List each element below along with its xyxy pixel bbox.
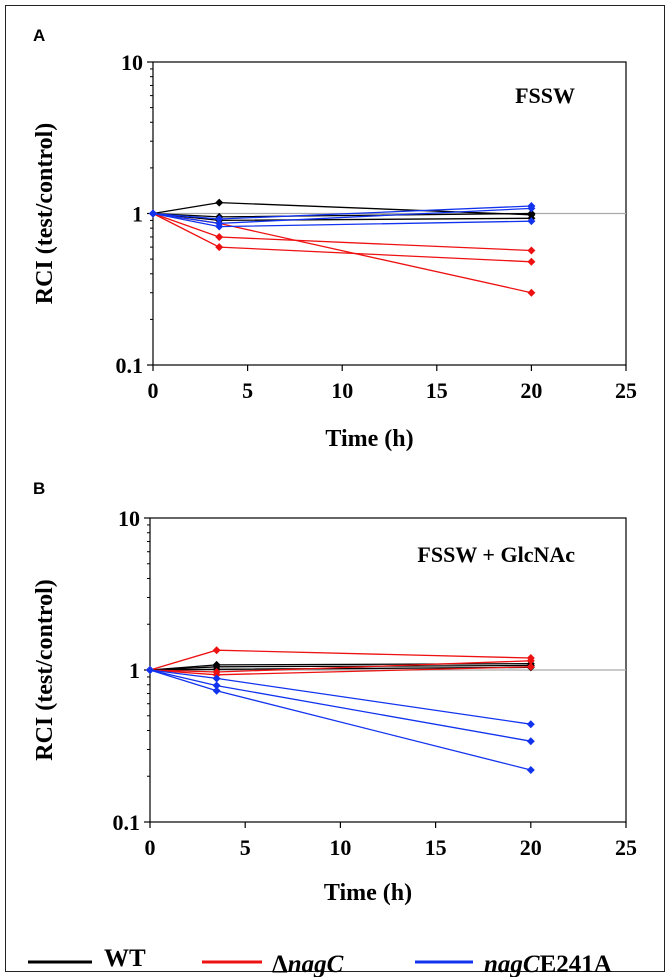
figure-frame (5, 5, 665, 972)
panel-b-series-line-nagC_E241A (149, 669, 531, 742)
panel-b-data-point-nagC_E241A (212, 681, 221, 690)
panel-a-y-axis-title: RCI (test/control) (32, 123, 58, 305)
panel-a-x-tick-label: 5 (242, 378, 253, 403)
panel-b-series-line-nagC_E241A (149, 669, 531, 725)
panel-a-data-point-nagC_E241A (215, 222, 224, 231)
panel-a-data-point-nagC_E241A (215, 214, 224, 223)
panel-a-letter: A (33, 26, 45, 45)
panel-a-x-tick-label: 0 (148, 378, 159, 403)
panel-a-data-point-WT (215, 198, 224, 207)
panel-a-data-point-nagC_E241A (527, 217, 536, 226)
legend-label-WT: WT (104, 945, 146, 972)
panel-a-data-point-WT (527, 209, 536, 218)
panel-b-x-tick-label: 5 (240, 835, 251, 860)
panel-a-x-tick-label: 15 (426, 378, 448, 403)
panel-b-x-tick-label: 15 (425, 835, 447, 860)
panel-b-data-point-nagC_E241A (146, 666, 154, 674)
panel-b-condition-label: FSSW + GlcNAc (417, 542, 575, 567)
panel-b-x-tick-label: 20 (520, 835, 542, 860)
panel-a-data-point-nagC_deletion (527, 246, 536, 255)
panel-a-x-axis-title: Time (h) (325, 426, 413, 452)
panel-a-y-tick-label: 1 (132, 202, 143, 227)
panel-a-data-point-nagC_E241A (527, 204, 536, 213)
panel-b-data-point-nagC_E241A (526, 737, 535, 746)
panel-a-y-tick-label: 10 (121, 50, 143, 75)
panel-b-y-tick-label: 10 (118, 506, 140, 531)
panel-a-x-tick-label: 10 (331, 378, 353, 403)
panel-b-data-point-nagC_deletion (526, 662, 535, 671)
panel-a-y-tick-label: 0.1 (116, 353, 144, 378)
panel-a-series-line-nagC_deletion (152, 212, 532, 263)
panel-a-x-tick-label: 25 (615, 378, 637, 403)
panel-b-data-point-nagC_E241A (212, 674, 221, 683)
legend-label-nagC_deletion: ΔnagC (272, 951, 344, 977)
panel-b-data-point-nagC_E241A (212, 686, 221, 695)
panel-b-x-tick-label: 10 (329, 835, 351, 860)
panel-b-data-point-nagC_deletion (212, 646, 221, 655)
panel-a-data-point-nagC_deletion (527, 288, 536, 297)
panel-b-y-tick-label: 1 (129, 658, 140, 683)
panel-a-data-point-nagC_deletion (215, 232, 224, 241)
panel-a-data-point-nagC_E241A (149, 209, 157, 218)
panel-b-data-point-nagC_E241A (526, 765, 535, 774)
panel-a-x-tick-label: 20 (520, 378, 542, 403)
panel-b-x-tick-label: 0 (145, 835, 156, 860)
panel-b-y-axis-title: RCI (test/control) (32, 579, 58, 761)
panel-b-x-axis-title: Time (h) (324, 880, 412, 906)
panel-b-data-point-nagC_E241A (526, 720, 535, 729)
panel-a-data-point-nagC_deletion (215, 243, 224, 252)
panel-a-data-point-nagC_deletion (527, 257, 536, 266)
panel-b-y-tick-label: 0.1 (113, 810, 141, 835)
legend-label-nagC_E241A: nagCE241A (484, 951, 612, 977)
panel-b-data-point-nagC_deletion (526, 656, 535, 665)
panel-a-condition-label: FSSW (515, 83, 575, 108)
panel-b-letter: B (33, 479, 45, 498)
panel-b-series-line-nagC_E241A (149, 669, 531, 771)
panel-b-x-tick-label: 25 (615, 835, 637, 860)
